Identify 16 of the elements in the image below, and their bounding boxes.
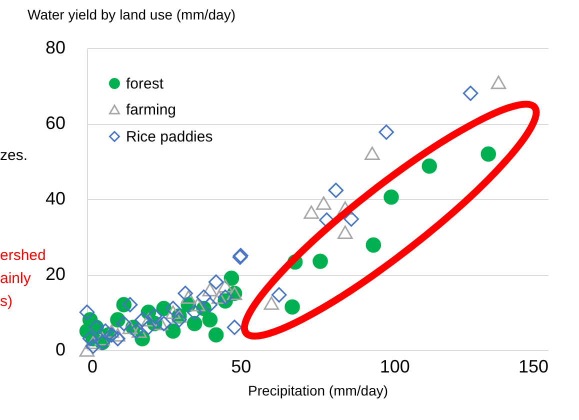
x-tick-label: 150 [518,356,548,376]
x-tick-label: 100 [380,356,410,376]
y-tick-label: 80 [45,38,66,58]
y-axis-title: Water yield by land use (mm/day) [28,6,236,22]
legend-label: farming [126,102,176,118]
text: ershed ainly s) [0,247,46,310]
y-tick-label: 20 [45,264,66,284]
y-tick-label: 40 [45,188,66,208]
y-tick-label: 60 [45,113,66,133]
x-axis-title: Precipitation (mm/day) [248,382,388,398]
text: zes. [0,147,28,164]
x-tick-label: 50 [231,356,252,376]
y-tick-label: 0 [55,340,66,360]
legend-label: forest [126,76,164,92]
x-tick-label: 0 [88,356,98,376]
legend-label: Rice paddies [126,128,213,146]
